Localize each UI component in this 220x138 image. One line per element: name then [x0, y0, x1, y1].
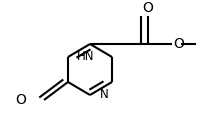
Text: N: N: [100, 88, 109, 102]
Text: O: O: [15, 93, 26, 107]
Text: HN: HN: [77, 51, 94, 63]
Text: O: O: [143, 1, 153, 15]
Text: O: O: [173, 37, 184, 51]
